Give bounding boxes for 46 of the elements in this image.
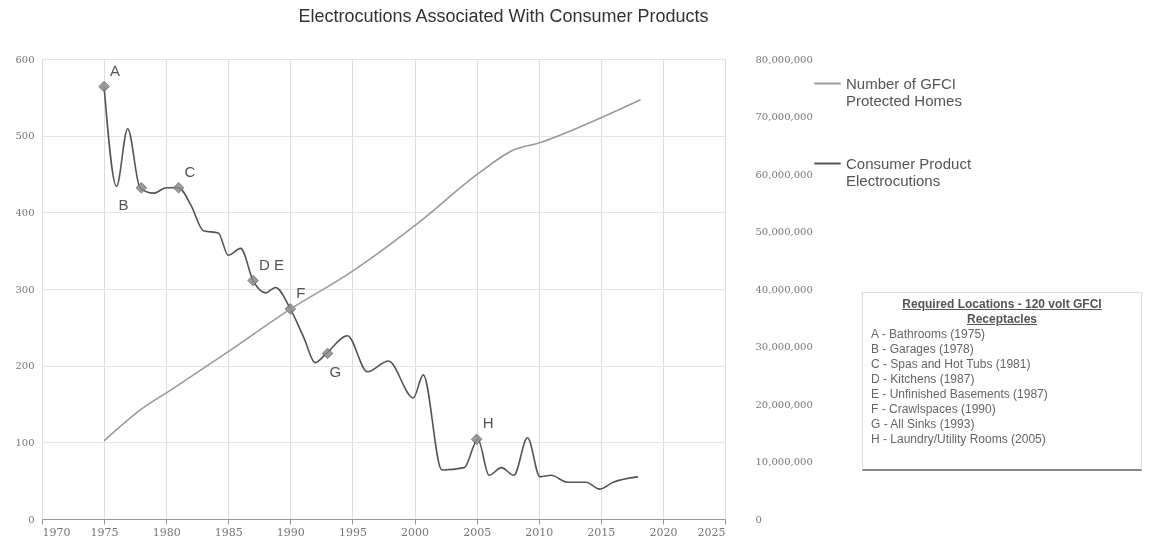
point (172, 182, 185, 194)
x-tick-label: 2020 (649, 525, 678, 539)
y-tick-label: 0 (28, 513, 35, 525)
x-tick-label: 2025 (697, 525, 726, 539)
note-box: Required Locations - 120 volt GFCI Receptacles A - Bathrooms (1975) B - Garages (1978) C - Spas and Hot Tubs (1981) D - Kitchens (1987) E - Unfinished Basements (1987) F - Crawlspaces (1990) G - All Sinks (1993) H - Laundry/Utility Rooms (2005) (862, 292, 1142, 471)
x-tick-label: 2000 (401, 525, 430, 539)
legend-label: Consumer Product Electrocutions (846, 154, 972, 189)
y2-tick-label: 50,000,000 (755, 226, 813, 237)
x-tick-label: 1995 (338, 525, 367, 539)
point (247, 274, 259, 287)
y2-tick-label: 0 (755, 513, 762, 525)
y2-tick-label: 40,000,000 (755, 283, 813, 295)
x-tick-label: 1980 (152, 525, 181, 539)
x-tick-label: 1970 (42, 525, 71, 539)
y2-tick-label: 30,000,000 (755, 341, 813, 352)
y-tick-label: 600 (15, 53, 35, 65)
annotation: G (329, 363, 342, 381)
chart-title: Electrocutions Associated With Consumer Products (298, 6, 709, 26)
y2-tick-label: 10,000,000 (755, 456, 813, 467)
point (321, 347, 334, 360)
y-tick-label: 500 (15, 130, 35, 142)
legend-label: Number of GFCI Protected Homes (846, 74, 962, 109)
y-tick-label: 100 (15, 436, 35, 448)
point (135, 182, 148, 194)
point (98, 80, 110, 93)
annotation: B (118, 196, 129, 214)
annotation: F (296, 283, 306, 301)
line-series (103, 99, 642, 442)
annotation: C (184, 162, 196, 180)
annotation: H (482, 414, 494, 432)
point (470, 433, 483, 446)
y2-tick-label: 20,000,000 (755, 398, 813, 410)
y-tick-label: 400 (15, 206, 35, 218)
annotation: A (110, 61, 121, 79)
y-tick-label: 200 (15, 360, 35, 372)
y2-tick-label: 60,000,000 (755, 168, 813, 180)
x-tick-label: 2005 (463, 525, 492, 539)
annotation: D E (259, 255, 285, 273)
x-tick-label: 1990 (276, 525, 305, 539)
y2-tick-label: 70,000,000 (755, 111, 813, 122)
x-tick-label: 2015 (587, 525, 616, 539)
y2-tick-label: 80,000,000 (755, 53, 813, 65)
y-tick-label: 300 (15, 283, 35, 295)
x-tick-label: 1975 (90, 525, 119, 539)
x-tick-label: 1985 (214, 525, 243, 539)
x-tick-label: 2010 (525, 525, 554, 539)
